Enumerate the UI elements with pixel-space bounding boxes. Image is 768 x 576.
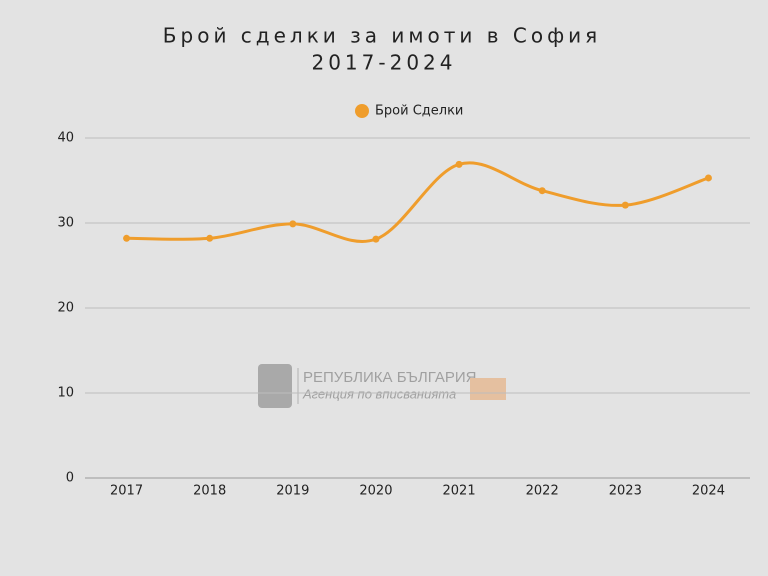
x-tick-label: 2020: [359, 484, 392, 499]
x-tick-label: 2024: [692, 484, 725, 499]
watermark-logo: РЕПУБЛИКА БЪЛГАРИЯ Агенция по вписваният…: [258, 364, 506, 408]
point: [289, 220, 297, 228]
legend-marker: [355, 104, 369, 118]
x-tick-label: 2021: [443, 484, 476, 499]
y-tick-label: 30: [57, 216, 74, 231]
point: [455, 160, 463, 168]
x-tick-label: 2018: [193, 484, 226, 499]
watermark-text: РЕПУБЛИКА БЪЛГАРИЯ: [303, 369, 477, 386]
point: [704, 174, 712, 182]
point: [538, 187, 546, 195]
y-tick-label: 0: [66, 471, 74, 486]
watermark-text: Агенция по вписванията: [302, 386, 456, 401]
point: [372, 235, 380, 243]
x-tick-label: 2017: [110, 484, 143, 499]
point: [123, 234, 131, 242]
y-tick-label: 40: [57, 131, 74, 146]
x-tick-label: 2019: [276, 484, 309, 499]
point: [206, 234, 214, 242]
coat-of-arms: [258, 364, 292, 408]
y-tick-label: 20: [57, 301, 74, 316]
line: [126, 161, 709, 243]
agency-logo: [470, 378, 506, 400]
legend-label: Брой Сделки: [375, 104, 463, 119]
point: [621, 201, 629, 209]
chart-subtitle: 2017-2024: [311, 51, 456, 75]
x-tick-label: 2022: [526, 484, 559, 499]
x-tick-label: 2023: [609, 484, 642, 499]
y-tick-label: 10: [57, 386, 74, 401]
chart-title: Брой сделки за имоти в София: [163, 24, 601, 48]
